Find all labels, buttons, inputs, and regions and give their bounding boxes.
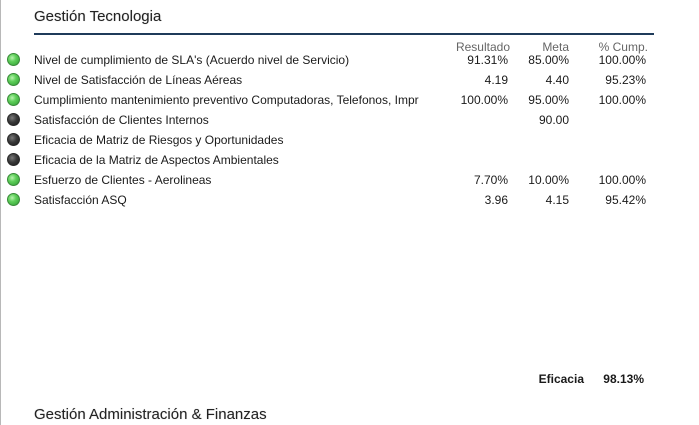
left-border <box>0 0 1 425</box>
indicator-name: Satisfacción de Clientes Internos <box>34 113 209 127</box>
cumplimiento-value: 95.23% <box>605 73 646 87</box>
eficacia-label: Eficacia <box>538 372 584 386</box>
table-row[interactable]: Satisfacción ASQ 3.96 4.15 95.42% <box>0 190 660 210</box>
table-row[interactable]: Esfuerzo de Clientes - Aerolineas 7.70% 10… <box>0 170 660 190</box>
cumplimiento-value: 100.00% <box>598 173 646 187</box>
status-green-icon <box>7 73 20 86</box>
status-gray-icon <box>7 133 20 146</box>
resultado-value: 7.70% <box>473 173 508 187</box>
column-header-meta: Meta <box>542 40 569 54</box>
eficacia-value: 98.13% <box>603 372 644 386</box>
table-row[interactable]: Satisfacción de Clientes Internos 90.00 <box>0 110 660 130</box>
resultado-value: 91.31% <box>467 53 508 67</box>
status-green-icon <box>7 193 20 206</box>
table-row[interactable]: Cumplimiento mantenimiento preventivo Co… <box>0 90 660 110</box>
column-header-cumplimiento: % Cump. <box>598 40 648 54</box>
indicator-name: Esfuerzo de Clientes - Aerolineas <box>34 173 212 187</box>
table-row[interactable]: Eficacia de la Matriz de Aspectos Ambien… <box>0 150 660 170</box>
indicator-name: Nivel de Satisfacción de Líneas Aéreas <box>34 73 243 87</box>
status-green-icon <box>7 93 20 106</box>
resultado-value: 4.19 <box>484 73 508 87</box>
indicator-name: Eficacia de Matriz de Riesgos y Oportuni… <box>34 133 284 147</box>
meta-value: 10.00% <box>528 173 569 187</box>
status-green-icon <box>7 53 20 66</box>
cumplimiento-value: 95.42% <box>605 193 646 207</box>
resultado-value: 100.00% <box>460 93 508 107</box>
meta-value: 4.40 <box>545 73 569 87</box>
cumplimiento-value: 100.00% <box>598 53 646 67</box>
column-header-resultado: Resultado <box>455 40 510 54</box>
indicator-name: Satisfacción ASQ <box>34 193 127 207</box>
section-title: Gestión Tecnologia <box>34 8 162 25</box>
table-row[interactable]: Eficacia de Matriz de Riesgos y Oportuni… <box>0 130 660 150</box>
meta-value: 4.15 <box>545 193 569 207</box>
indicator-name: Eficacia de la Matriz de Aspectos Ambien… <box>34 153 279 167</box>
table-row[interactable]: Nivel de cumplimiento de SLA's (Acuerdo … <box>0 50 660 70</box>
meta-value: 90.00 <box>538 113 569 127</box>
section-title-rule <box>34 33 654 35</box>
section-title: Gestión Administración & Finanzas <box>34 406 267 423</box>
indicator-name: Cumplimiento mantenimiento preventivo Co… <box>34 93 419 107</box>
meta-value: 95.00% <box>528 93 569 107</box>
status-green-icon <box>7 173 20 186</box>
resultado-value: 3.96 <box>484 193 508 207</box>
status-gray-icon <box>7 113 20 126</box>
indicator-name: Nivel de cumplimiento de SLA's (Acuerdo … <box>34 53 350 67</box>
table-row[interactable]: Nivel de Satisfacción de Líneas Aéreas 4.… <box>0 70 660 90</box>
meta-value: 85.00% <box>528 53 569 67</box>
status-gray-icon <box>7 153 20 166</box>
cumplimiento-value: 100.00% <box>598 93 646 107</box>
